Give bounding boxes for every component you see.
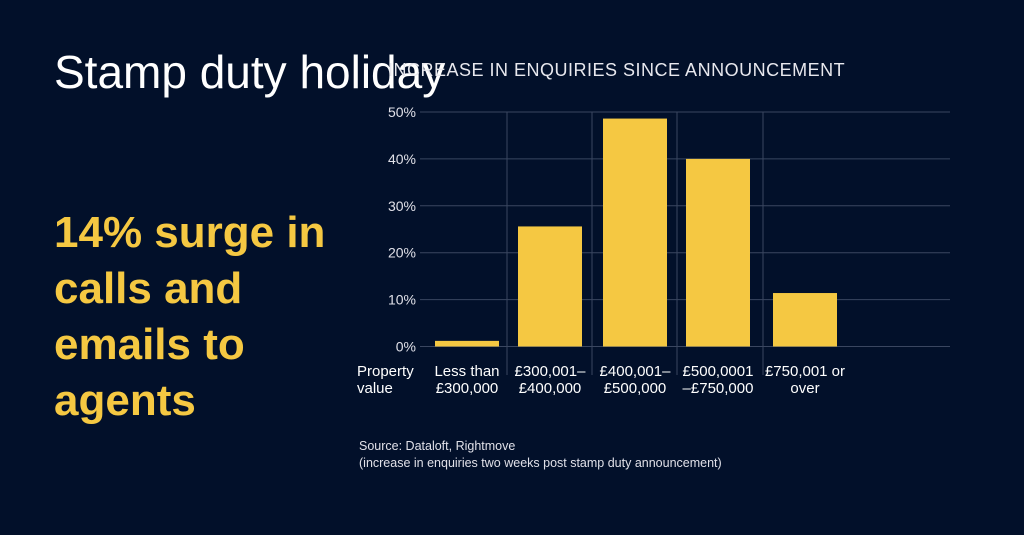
x-tick-label: £300,000 xyxy=(436,380,499,397)
y-tick-label: 10% xyxy=(388,292,416,308)
bar xyxy=(435,340,499,347)
x-tick-label: £300,001– xyxy=(515,363,587,380)
bar xyxy=(773,293,837,347)
x-tick-label: over xyxy=(790,380,819,397)
y-tick-label: 20% xyxy=(388,245,416,261)
page-title: Stamp duty holiday xyxy=(54,46,446,98)
x-tick-label: –£750,000 xyxy=(683,380,754,397)
source-line: Source: Dataloft, Rightmove xyxy=(359,439,516,453)
x-axis-label: Property xyxy=(357,363,414,380)
y-tick-label: 0% xyxy=(396,339,416,355)
y-tick-label: 40% xyxy=(388,151,416,167)
headline: 14% surge in calls and emails to agents xyxy=(54,208,326,425)
y-tick-label: 30% xyxy=(388,198,416,214)
chart-title: INCREASE IN ENQUIRIES SINCE ANNOUNCEMENT xyxy=(388,60,846,80)
x-tick-label: £750,001 or xyxy=(765,363,845,380)
bar xyxy=(686,158,750,347)
source-note-line: (increase in enquiries two weeks post st… xyxy=(359,456,722,470)
bar xyxy=(603,118,667,347)
x-tick-label: £500,000 xyxy=(604,380,667,397)
source-note: Source: Dataloft, Rightmove (increase in… xyxy=(359,438,722,472)
x-tick-label: £400,000 xyxy=(519,380,582,397)
x-tick-label: Less than xyxy=(434,363,499,380)
x-tick-label: £400,001– xyxy=(600,363,672,380)
y-tick-label: 50% xyxy=(388,104,416,120)
x-axis-label: value xyxy=(357,380,393,397)
bar xyxy=(518,226,582,347)
x-tick-label: £500,0001 xyxy=(683,363,754,380)
